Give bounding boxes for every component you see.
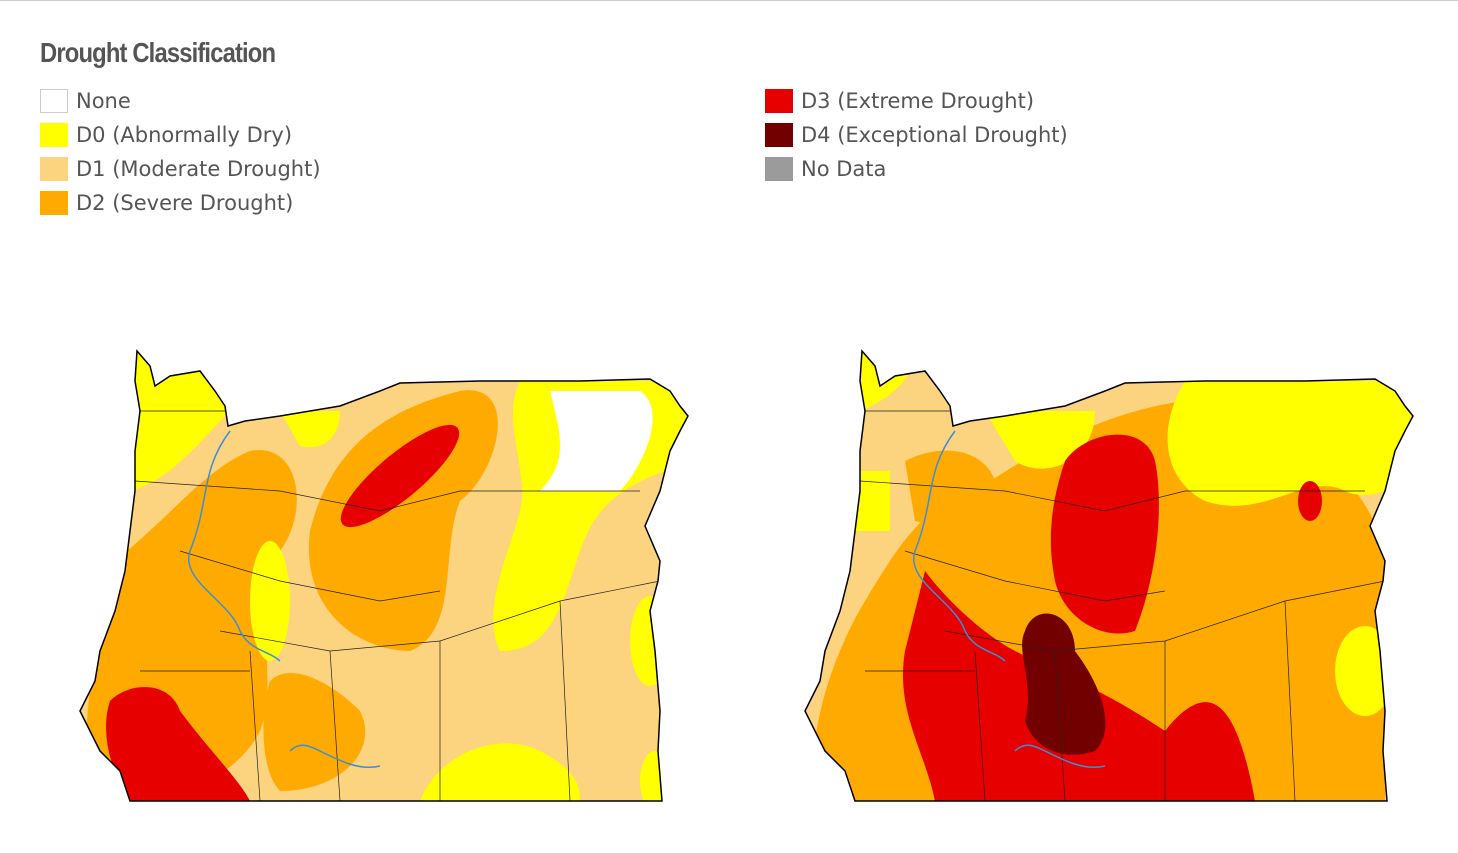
d0-area: [845, 471, 890, 531]
d2-area: [263, 672, 366, 791]
legend-label: D4 (Exceptional Drought): [801, 123, 1068, 147]
legend-swatch: [765, 89, 793, 113]
legend-swatch: [40, 123, 68, 147]
d0-area: [120, 351, 230, 491]
legend-label: D0 (Abnormally Dry): [76, 123, 293, 147]
legend-swatch: [765, 123, 793, 147]
d0-area: [640, 751, 670, 801]
map-current: [804, 350, 1414, 802]
legend-item: D2 (Severe Drought): [40, 190, 293, 216]
legend-swatch: [765, 157, 793, 181]
legend-item: D1 (Moderate Drought): [40, 156, 321, 182]
none-area: [540, 391, 653, 491]
d3-area: [1050, 434, 1159, 634]
legend-item: D3 (Extreme Drought): [765, 88, 1034, 114]
legend-swatch: [40, 89, 68, 113]
d0-area: [985, 411, 1095, 469]
legend-swatch: [40, 157, 68, 181]
legend-label: D2 (Severe Drought): [76, 191, 294, 215]
d0-area: [1167, 381, 1413, 506]
legend-item: D4 (Exceptional Drought): [765, 122, 1068, 148]
legend-item: No Data: [765, 156, 886, 182]
d0-area: [280, 411, 340, 448]
d3-area: [340, 424, 460, 528]
legend-swatch: [40, 191, 68, 215]
d3-area: [1298, 481, 1322, 521]
river: [912, 430, 1106, 769]
d3-area: [106, 687, 250, 801]
legend-label: D1 (Moderate Drought): [76, 157, 321, 181]
d0-area: [1335, 626, 1395, 716]
legend-label: D3 (Extreme Drought): [801, 89, 1035, 113]
legend-item: D0 (Abnormally Dry): [40, 122, 292, 148]
county-lines: [134, 410, 661, 801]
legend-label: No Data: [801, 157, 887, 181]
d2-area: [308, 390, 498, 651]
map-previous: [79, 350, 689, 802]
legend-label: None: [76, 89, 131, 113]
d0-area: [420, 743, 580, 801]
legend-item: None: [40, 88, 131, 114]
legend-title: Drought Classification: [40, 37, 276, 68]
river: [187, 430, 381, 769]
county-lines: [859, 410, 1386, 801]
d0-area: [250, 541, 290, 661]
